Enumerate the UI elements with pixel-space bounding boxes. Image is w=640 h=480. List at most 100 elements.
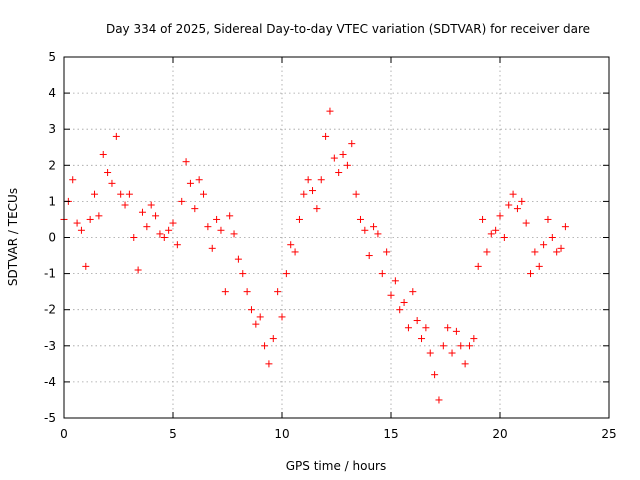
data-point bbox=[418, 335, 426, 343]
data-point bbox=[178, 197, 186, 205]
data-point bbox=[108, 179, 116, 187]
data-point bbox=[365, 252, 373, 260]
data-point bbox=[531, 248, 539, 256]
data-point bbox=[247, 306, 255, 314]
data-point bbox=[361, 226, 369, 234]
data-point bbox=[274, 288, 282, 296]
data-point bbox=[208, 244, 216, 252]
data-point bbox=[326, 107, 334, 115]
data-point bbox=[474, 262, 482, 270]
data-point bbox=[444, 324, 452, 332]
data-point bbox=[548, 234, 556, 241]
y-tick-label: -4 bbox=[44, 375, 56, 389]
x-tick-label: 10 bbox=[274, 427, 289, 441]
data-point bbox=[374, 230, 382, 238]
y-tick-label: -3 bbox=[44, 339, 56, 353]
data-point bbox=[243, 288, 251, 296]
data-point bbox=[557, 244, 565, 252]
data-point bbox=[378, 270, 386, 278]
data-point bbox=[121, 201, 129, 209]
y-tick-label: 5 bbox=[48, 50, 56, 64]
data-point bbox=[295, 215, 303, 223]
data-points bbox=[60, 107, 569, 404]
y-tick-label: -2 bbox=[44, 303, 56, 317]
data-point bbox=[200, 190, 208, 198]
data-point bbox=[313, 205, 321, 213]
data-point bbox=[343, 161, 351, 169]
data-point bbox=[77, 226, 85, 234]
data-point bbox=[426, 349, 434, 357]
data-point bbox=[265, 360, 273, 368]
y-tick-label: -1 bbox=[44, 267, 56, 281]
data-point bbox=[269, 335, 277, 343]
data-point bbox=[217, 226, 225, 234]
data-point bbox=[535, 262, 543, 270]
data-point bbox=[431, 371, 439, 379]
data-point bbox=[500, 234, 508, 241]
y-tick-label: 0 bbox=[48, 231, 56, 245]
data-point bbox=[99, 150, 107, 158]
data-point bbox=[544, 215, 552, 223]
data-point bbox=[304, 176, 312, 184]
data-point bbox=[230, 230, 238, 238]
grid-lines bbox=[64, 57, 609, 418]
data-point bbox=[143, 223, 151, 231]
axis-ticks bbox=[63, 56, 610, 419]
data-point bbox=[226, 212, 234, 220]
x-tick-label: 0 bbox=[60, 427, 68, 441]
data-point bbox=[287, 241, 295, 249]
data-point bbox=[256, 313, 264, 321]
data-point bbox=[492, 226, 500, 234]
data-point bbox=[400, 298, 408, 306]
chart-title: Day 334 of 2025, Sidereal Day-to-day VTE… bbox=[106, 22, 590, 36]
data-point bbox=[483, 248, 491, 256]
data-point bbox=[487, 230, 495, 238]
data-point bbox=[165, 226, 173, 234]
data-point bbox=[134, 266, 142, 274]
data-point bbox=[69, 176, 77, 184]
data-point bbox=[352, 190, 360, 198]
data-point bbox=[91, 190, 99, 198]
data-point bbox=[409, 288, 417, 296]
data-point bbox=[518, 197, 526, 205]
data-point bbox=[509, 190, 517, 198]
data-point bbox=[387, 291, 395, 299]
data-point bbox=[422, 324, 430, 332]
y-tick-label: 3 bbox=[48, 122, 56, 136]
data-point bbox=[138, 208, 146, 216]
data-point bbox=[413, 317, 421, 325]
data-point bbox=[221, 288, 229, 296]
y-tick-label: -5 bbox=[44, 411, 56, 425]
data-point bbox=[104, 169, 112, 177]
data-point bbox=[73, 219, 81, 227]
data-point bbox=[309, 187, 317, 195]
data-point bbox=[553, 248, 561, 256]
data-point bbox=[479, 215, 487, 223]
data-point bbox=[356, 215, 364, 223]
x-axis-label: GPS time / hours bbox=[286, 459, 387, 473]
data-point bbox=[448, 349, 456, 357]
data-point bbox=[439, 342, 447, 350]
data-point bbox=[291, 248, 299, 256]
tick-labels: 0 5 10 15 20 25 -5 -4 -3 -2 -1 0 1 2 3 4 5 bbox=[44, 50, 617, 441]
x-tick-label: 20 bbox=[492, 427, 507, 441]
data-point bbox=[522, 219, 530, 227]
data-point bbox=[330, 154, 338, 162]
data-point bbox=[470, 335, 478, 343]
y-tick-label: 1 bbox=[48, 194, 56, 208]
data-point bbox=[82, 262, 90, 270]
data-point bbox=[505, 201, 513, 209]
y-tick-label: 4 bbox=[48, 86, 56, 100]
data-point bbox=[195, 176, 203, 184]
x-tick-label: 5 bbox=[169, 427, 177, 441]
data-point bbox=[169, 219, 177, 227]
data-point bbox=[383, 248, 391, 256]
data-point bbox=[457, 342, 465, 350]
data-point bbox=[147, 201, 155, 209]
data-point bbox=[191, 205, 199, 213]
data-point bbox=[112, 132, 120, 140]
data-point bbox=[496, 212, 504, 220]
data-point bbox=[461, 360, 469, 368]
data-point bbox=[252, 320, 260, 328]
